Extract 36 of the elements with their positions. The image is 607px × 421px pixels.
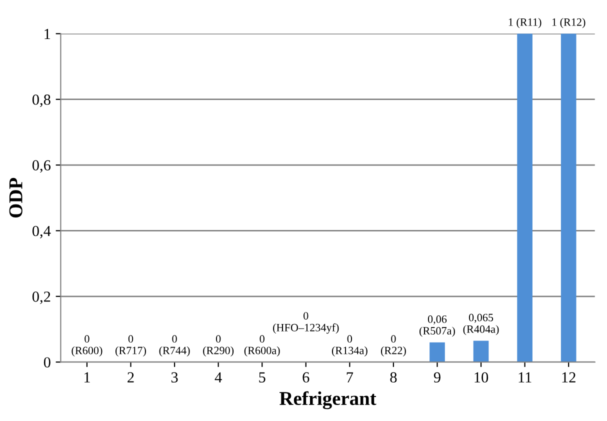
y-tick-label: 0,2 xyxy=(32,292,50,304)
data-label: 0 (HFO–1234yf) xyxy=(273,312,339,334)
x-tick-label: 9 xyxy=(434,372,440,383)
x-tick-label: 11 xyxy=(518,372,532,382)
x-tick-label: 12 xyxy=(562,372,576,382)
data-label: 0 (R290) xyxy=(203,335,234,357)
x-tick-label: 8 xyxy=(390,372,397,383)
data-label: 0 (R717) xyxy=(116,335,146,357)
x-tick-label: 7 xyxy=(346,372,354,382)
data-label: 0 (R22) xyxy=(380,335,406,357)
y-tick-label: 1 xyxy=(44,28,50,39)
y-tick-label: 0,6 xyxy=(32,160,51,173)
x-tick-label: 10 xyxy=(474,372,488,383)
bar xyxy=(473,340,489,362)
y-axis-title: ODP xyxy=(9,178,22,218)
data-label: 1 (R11) xyxy=(508,18,542,28)
data-label: 0 (R600) xyxy=(72,335,102,357)
bar xyxy=(430,342,445,362)
data-label: 0,06 (R507a) xyxy=(420,315,455,337)
x-tick-label: 4 xyxy=(214,372,222,382)
x-tick-label: 6 xyxy=(302,372,310,383)
x-tick-label: 1 xyxy=(84,372,90,382)
data-label: 0 (R134a) xyxy=(332,335,368,357)
x-tick-label: 5 xyxy=(259,372,266,383)
data-label: 1 (R12) xyxy=(552,18,586,28)
data-label: 0 (R600a) xyxy=(244,335,280,357)
x-axis-title: Refrigerant xyxy=(280,391,376,410)
data-label: 0 (R744) xyxy=(159,335,190,357)
x-tick-label: 2 xyxy=(128,372,134,382)
y-tick-label: 0,4 xyxy=(32,226,51,238)
bar xyxy=(517,34,532,362)
data-label: 0,065 (R404a) xyxy=(463,314,499,336)
x-tick-label: 3 xyxy=(171,372,178,383)
y-tick-label: 0,8 xyxy=(32,94,50,108)
bar xyxy=(560,34,576,362)
y-tick-label: 0 xyxy=(44,357,50,368)
